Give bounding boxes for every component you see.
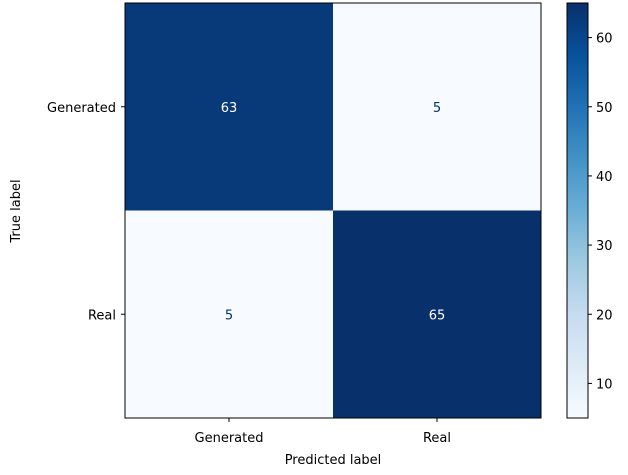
colorbar-tick-label: 40 [596, 170, 613, 185]
cell-value-label: 65 [429, 308, 446, 323]
y-axis-label: True label [9, 179, 24, 243]
matrix-cell [125, 210, 333, 418]
matrix-frame [124, 2, 542, 419]
y-axis-ticks: Generated Real [47, 101, 125, 323]
matrix-cell [125, 3, 333, 211]
colorbar-tick-label: 30 [596, 239, 613, 254]
colorbar-tick-label: 60 [596, 32, 613, 47]
matrix-cells: 63 5 5 65 [125, 3, 541, 418]
cell-value-label: 5 [433, 101, 441, 116]
x-axis-ticks: Generated Real [195, 418, 451, 446]
x-tick-label: Real [423, 431, 451, 446]
matrix-cell [333, 210, 541, 418]
colorbar-tick-label: 10 [596, 377, 613, 392]
colorbar [566, 2, 589, 419]
y-tick-label: Generated [47, 101, 116, 116]
colorbar-tick-label: 50 [596, 101, 613, 116]
cell-value-label: 63 [221, 101, 238, 116]
x-tick-label: Generated [195, 431, 264, 446]
colorbar-tick-label: 20 [596, 308, 613, 323]
colorbar-ticks: 10 20 30 40 50 60 [588, 32, 613, 392]
y-tick-label: Real [88, 308, 116, 323]
cell-value-label: 5 [225, 308, 233, 323]
x-axis-label: Predicted label [285, 453, 382, 468]
matrix-cell [333, 3, 541, 211]
